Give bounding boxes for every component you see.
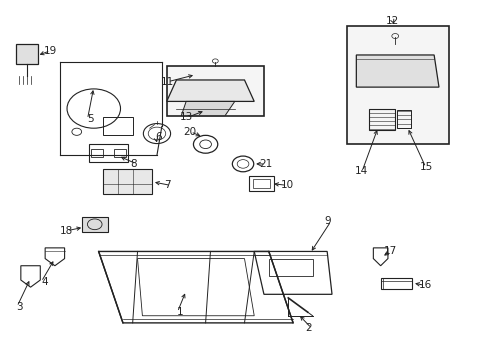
Text: 10: 10 <box>281 180 293 190</box>
Text: 8: 8 <box>130 159 137 169</box>
Text: 1: 1 <box>177 307 183 317</box>
Bar <box>166 66 264 116</box>
Text: 2: 2 <box>305 323 311 333</box>
Bar <box>16 44 38 64</box>
Text: 6: 6 <box>155 132 162 142</box>
Polygon shape <box>356 55 438 87</box>
Bar <box>368 109 395 130</box>
Bar <box>81 217 108 232</box>
Text: 7: 7 <box>164 180 170 190</box>
Bar <box>103 117 132 135</box>
Polygon shape <box>166 80 254 102</box>
Bar <box>114 149 126 157</box>
Bar <box>268 258 312 276</box>
Text: 4: 4 <box>41 277 47 287</box>
Text: 14: 14 <box>354 166 368 176</box>
Text: 18: 18 <box>60 226 73 236</box>
Bar <box>380 278 411 289</box>
Text: 9: 9 <box>324 216 331 226</box>
Text: 20: 20 <box>183 127 197 137</box>
Bar <box>249 176 273 191</box>
Bar <box>396 111 410 128</box>
Text: 21: 21 <box>259 159 272 169</box>
Text: 3: 3 <box>17 302 23 312</box>
Bar <box>103 169 152 194</box>
Bar <box>346 26 448 144</box>
Text: 15: 15 <box>419 162 432 172</box>
Polygon shape <box>181 102 234 116</box>
Text: 17: 17 <box>383 247 396 256</box>
Text: 16: 16 <box>418 280 431 291</box>
Text: 12: 12 <box>386 16 399 26</box>
Text: 19: 19 <box>44 46 57 56</box>
Bar <box>252 179 269 188</box>
Text: 13: 13 <box>180 112 193 122</box>
Text: 5: 5 <box>87 114 94 124</box>
Bar <box>90 149 102 157</box>
Text: 11: 11 <box>161 77 174 87</box>
